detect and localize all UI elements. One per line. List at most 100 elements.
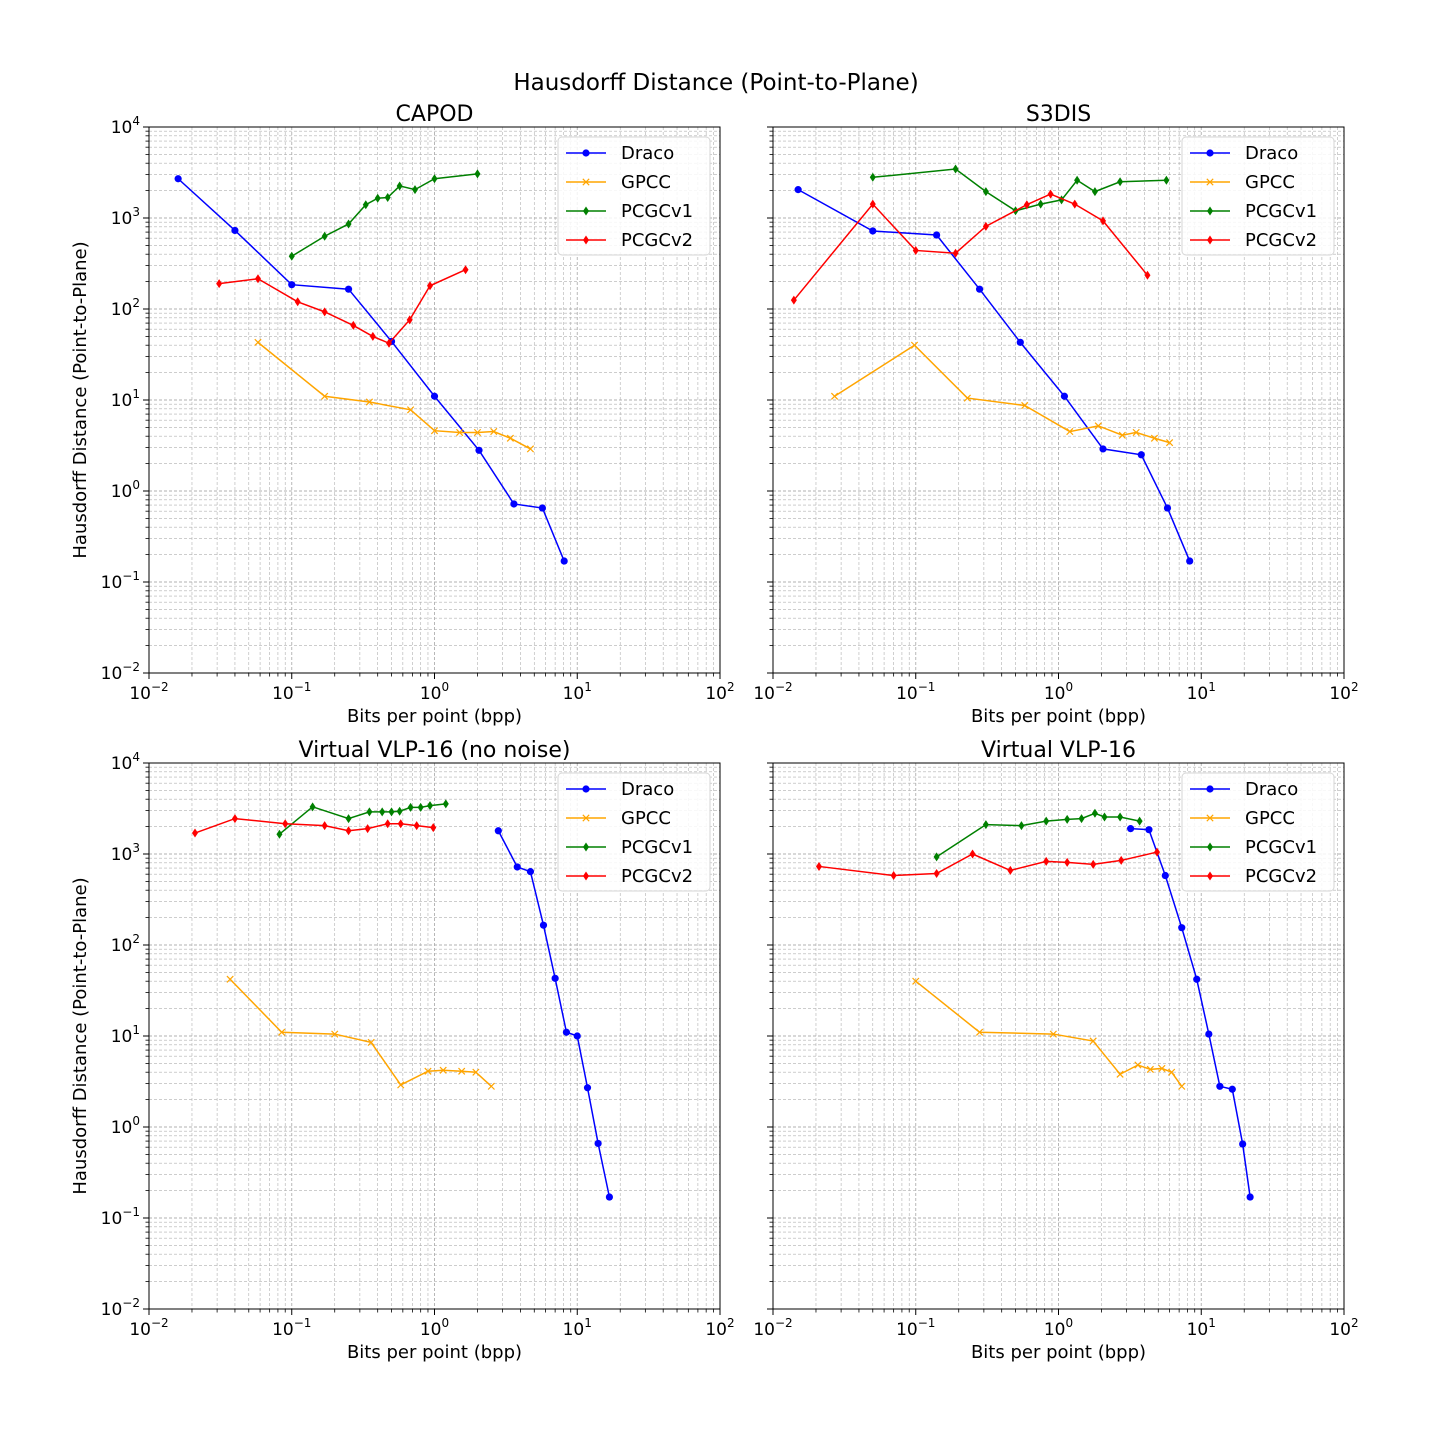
legend-marker — [582, 178, 590, 186]
series-line — [229, 978, 492, 1087]
series-pcgcv2 — [191, 814, 437, 838]
series-group — [815, 808, 1254, 1201]
data-point — [288, 251, 295, 261]
data-point — [1154, 847, 1161, 857]
y-tick-label: 103 — [111, 841, 140, 865]
data-point — [912, 245, 919, 255]
data-point — [1007, 865, 1014, 875]
data-point — [1116, 1070, 1124, 1078]
legend-box — [557, 772, 711, 892]
data-point — [1216, 1082, 1224, 1090]
axes-frame — [772, 762, 1345, 1310]
axis-ticks — [767, 126, 1345, 679]
data-point — [1078, 814, 1085, 824]
legend-marker — [1207, 235, 1213, 245]
data-point — [1132, 428, 1140, 437]
x-tick-label: 101 — [1187, 680, 1216, 704]
y-tick-label: 102 — [111, 296, 140, 320]
data-point — [1090, 859, 1097, 869]
data-point — [1158, 1064, 1166, 1073]
data-point — [191, 828, 198, 838]
series-line — [872, 168, 1167, 212]
legend-marker — [583, 206, 589, 216]
data-point — [231, 226, 239, 235]
data-point — [513, 863, 521, 871]
chart-panel-3: 10−2 10−1 100 101 102 10−2 10−1 100 101 102 103 104… — [70, 738, 735, 1363]
data-point — [562, 1028, 571, 1036]
data-point — [344, 285, 353, 293]
series-line — [257, 341, 531, 450]
data-point — [1060, 392, 1069, 400]
data-point — [226, 975, 234, 983]
data-point — [933, 869, 940, 879]
data-point — [1167, 1068, 1176, 1076]
legend-marker — [583, 235, 589, 245]
data-point — [388, 807, 395, 817]
legend-label: GPCC — [1245, 172, 1295, 193]
chart-title: Virtual VLP-16 (no noise) — [299, 738, 571, 763]
series-gpcc — [226, 975, 495, 1090]
series-line — [936, 812, 1140, 858]
data-point — [510, 500, 518, 508]
series-line — [194, 817, 434, 834]
data-point — [952, 164, 959, 174]
x-tick-label: 101 — [563, 1316, 592, 1340]
data-point — [396, 806, 403, 816]
y-tick-label: 100 — [111, 1114, 140, 1138]
data-point — [379, 807, 386, 817]
data-point — [526, 868, 535, 876]
x-tick-label: 10−1 — [896, 1316, 935, 1340]
data-point — [1091, 187, 1098, 197]
y-tick-label: 10−2 — [101, 1296, 140, 1320]
series-group — [191, 799, 614, 1201]
series-gpcc — [254, 338, 535, 453]
data-point — [869, 199, 876, 209]
data-point — [364, 824, 371, 834]
legend-label: Draco — [621, 143, 674, 164]
data-point — [1100, 216, 1107, 226]
data-point — [276, 829, 283, 839]
data-point — [430, 427, 439, 435]
x-tick-label: 102 — [1329, 1316, 1358, 1340]
y-tick-label: 101 — [111, 1023, 140, 1047]
data-point — [933, 852, 940, 862]
series-line — [497, 830, 611, 1198]
data-point — [982, 221, 989, 231]
data-point — [1064, 814, 1071, 824]
data-point — [384, 192, 391, 202]
legend-label: Draco — [1245, 779, 1298, 800]
y-tick-label: 102 — [111, 932, 140, 956]
data-point — [1161, 871, 1169, 880]
data-point — [1037, 199, 1044, 209]
legend-label: PCGCv1 — [621, 837, 693, 858]
data-point — [975, 1028, 984, 1036]
data-point — [431, 174, 438, 184]
data-point — [1134, 1061, 1142, 1069]
series-pcgcv2 — [216, 265, 469, 348]
data-point — [1016, 338, 1024, 346]
data-point — [538, 504, 547, 512]
data-point — [1163, 504, 1172, 512]
data-point — [1089, 1037, 1097, 1045]
data-point — [458, 1067, 466, 1075]
data-point — [254, 338, 262, 346]
data-point — [345, 826, 352, 836]
legend-label: GPCC — [621, 808, 671, 829]
data-point — [869, 172, 876, 182]
data-point — [396, 181, 403, 191]
legend-marker — [1206, 785, 1214, 793]
legend-label: PCGCv2 — [621, 230, 693, 251]
data-point — [1178, 924, 1186, 932]
data-point — [406, 315, 413, 325]
chart-title: CAPOD — [396, 102, 474, 127]
x-tick-label: 10−2 — [129, 680, 168, 704]
legend-label: Draco — [1245, 143, 1298, 164]
legend-label: PCGCv2 — [621, 866, 693, 887]
data-point — [350, 320, 357, 330]
legend-label: PCGCv2 — [1245, 230, 1317, 251]
data-point — [982, 820, 989, 830]
grid — [772, 763, 1344, 1310]
data-point — [294, 297, 301, 307]
data-point — [430, 392, 439, 400]
data-point — [413, 821, 420, 831]
